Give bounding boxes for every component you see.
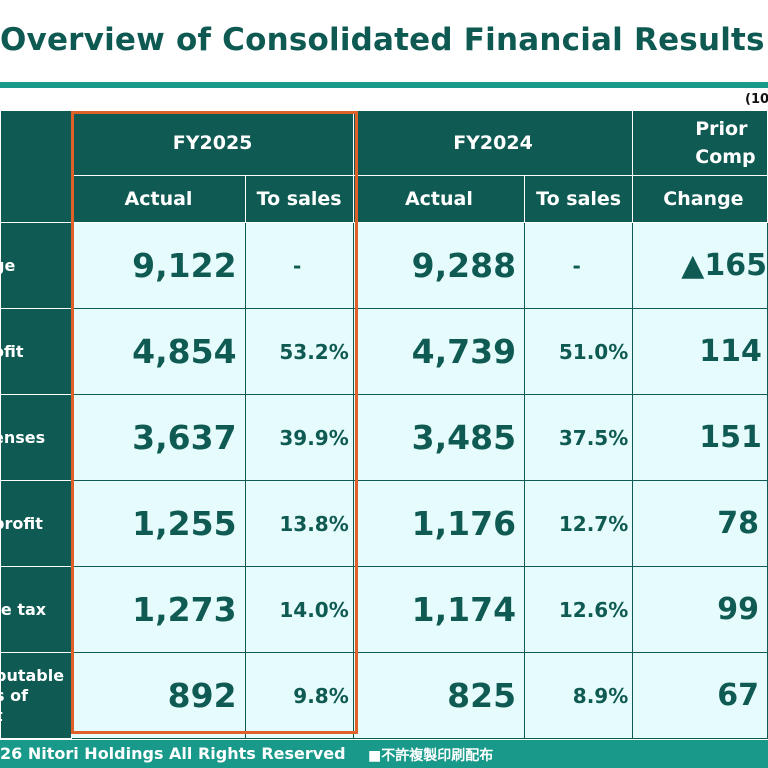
fy2024-to-sales-value: 12.7% bbox=[524, 480, 634, 567]
table-row: ofit 4,854 53.2% 4,739 51.0% 114 bbox=[0, 308, 768, 395]
copyright-text: 26 Nitori Holdings All Rights Reserved bbox=[0, 744, 346, 763]
fy2024-to-sales-value: 8.9% bbox=[524, 652, 634, 739]
header-fy2024-actual: Actual bbox=[352, 175, 526, 223]
fy2025-to-sales-value: 14.0% bbox=[244, 566, 354, 653]
fy2025-to-sales-value: 9.8% bbox=[244, 652, 354, 739]
header-prior-line1: Prior bbox=[695, 118, 748, 140]
fy2025-actual-value: 892 bbox=[71, 652, 246, 739]
header-fy2024: FY2024 bbox=[352, 110, 634, 176]
footer-bar: 26 Nitori Holdings All Rights Reserved ■… bbox=[0, 740, 768, 768]
fy2024-actual-value: 3,485 bbox=[352, 394, 526, 481]
header-fy2025: FY2025 bbox=[71, 110, 354, 176]
fy2025-to-sales-value: 39.9% bbox=[244, 394, 354, 481]
unit-note: (10 bbox=[745, 92, 768, 107]
fy2024-actual-value: 825 bbox=[352, 652, 526, 739]
header-prior-line2: Comp bbox=[695, 146, 756, 168]
fy2025-actual-value: 9,122 bbox=[71, 222, 246, 309]
fy2025-actual-value: 3,637 bbox=[71, 394, 246, 481]
row-label: ofit bbox=[0, 308, 73, 395]
fy2025-actual-value: 1,255 bbox=[71, 480, 246, 567]
row-label: profit bbox=[0, 480, 73, 567]
fy2024-to-sales-value: 37.5% bbox=[524, 394, 634, 481]
reproduction-notice: ■不許複製印刷配布 bbox=[368, 748, 494, 764]
row-label: enses bbox=[0, 394, 73, 481]
header-prior-comparison: Prior Comp bbox=[632, 110, 768, 176]
fy2025-to-sales-value: 53.2% bbox=[244, 308, 354, 395]
change-value: 67 bbox=[632, 652, 768, 739]
fy2024-actual-value: 4,739 bbox=[352, 308, 526, 395]
fy2024-to-sales-value: 12.6% bbox=[524, 566, 634, 653]
change-value: 114 bbox=[632, 308, 768, 395]
change-value: ▲165 bbox=[632, 222, 768, 309]
change-value: 78 bbox=[632, 480, 768, 567]
table-row: ge 9,122 - 9,288 - ▲165 bbox=[0, 222, 768, 309]
fy2024-to-sales-value: - bbox=[524, 222, 634, 309]
table-row: enses 3,637 39.9% 3,485 37.5% 151 bbox=[0, 394, 768, 481]
title-underline bbox=[0, 82, 768, 88]
header-corner bbox=[0, 110, 73, 223]
header-fy2025-actual: Actual bbox=[71, 175, 246, 223]
header-fy2025-to-sales: To sales bbox=[244, 175, 354, 223]
fy2024-actual-value: 1,176 bbox=[352, 480, 526, 567]
table-row: re tax 1,273 14.0% 1,174 12.6% 99 bbox=[0, 566, 768, 653]
table-row: profit 1,255 13.8% 1,176 12.7% 78 bbox=[0, 480, 768, 567]
fy2025-to-sales-value: - bbox=[244, 222, 354, 309]
page-title: Overview of Consolidated Financial Resul… bbox=[0, 22, 765, 58]
row-label: ge bbox=[0, 222, 73, 309]
fy2025-actual-value: 1,273 bbox=[71, 566, 246, 653]
fy2025-actual-value: 4,854 bbox=[71, 308, 246, 395]
change-value: 99 bbox=[632, 566, 768, 653]
row-label: butable s of t bbox=[0, 652, 73, 739]
header-fy2024-to-sales: To sales bbox=[524, 175, 634, 223]
header-change: Change bbox=[632, 175, 768, 223]
financial-results-table: FY2025 FY2024 Prior Comp Actual To sales… bbox=[0, 110, 768, 739]
fy2024-actual-value: 1,174 bbox=[352, 566, 526, 653]
change-value: 151 bbox=[632, 394, 768, 481]
fy2024-actual-value: 9,288 bbox=[352, 222, 526, 309]
row-label: re tax bbox=[0, 566, 73, 653]
fy2024-to-sales-value: 51.0% bbox=[524, 308, 634, 395]
table-row: butable s of t 892 9.8% 825 8.9% 67 bbox=[0, 652, 768, 739]
fy2025-to-sales-value: 13.8% bbox=[244, 480, 354, 567]
